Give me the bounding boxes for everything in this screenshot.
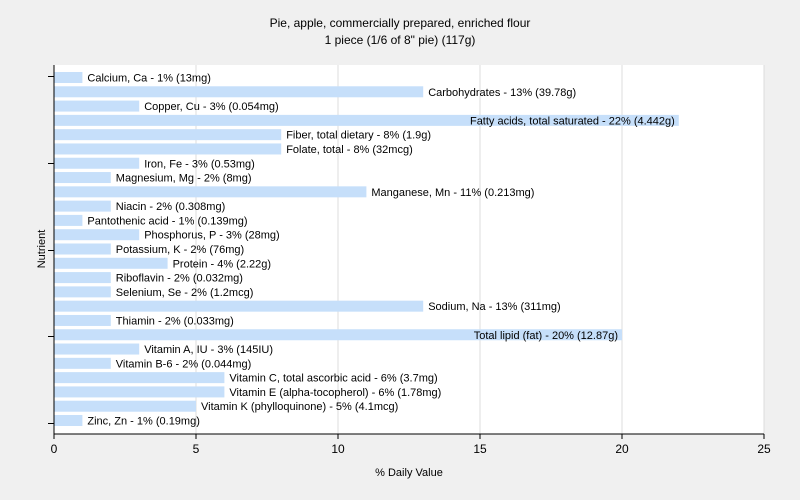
bar: [54, 114, 679, 126]
bar: [54, 329, 622, 341]
bar-label: Magnesium, Mg - 2% (8mg): [116, 173, 252, 185]
x-tick-label: 10: [331, 442, 345, 456]
bar: [54, 200, 111, 212]
bar-label: Total lipid (fat) - 20% (12.87g): [474, 330, 618, 342]
bar: [54, 214, 83, 226]
bar: [54, 72, 83, 83]
x-tick-label: 20: [615, 442, 629, 456]
bar-label: Zinc, Zn - 1% (0.19mg): [87, 416, 199, 428]
bar: [54, 100, 140, 112]
bar-label: Protein - 4% (2.22g): [173, 258, 271, 270]
bar-label: Niacin - 2% (0.308mg): [116, 201, 225, 213]
bar: [54, 157, 140, 169]
bar-label: Manganese, Mn - 11% (0.213mg): [371, 187, 534, 199]
x-tick-label: 0: [51, 442, 58, 456]
bar: [54, 314, 111, 326]
bar-label: Pantothenic acid - 1% (0.139mg): [87, 215, 247, 227]
bar-label: Thiamin - 2% (0.033mg): [116, 315, 234, 327]
bar-label: Riboflavin - 2% (0.032mg): [116, 273, 243, 285]
bar-label: Copper, Cu - 3% (0.054mg): [144, 101, 279, 113]
bar-label: Carbohydrates - 13% (39.78g): [428, 87, 576, 99]
chart-subtitle: 1 piece (1/6 of 8" pie) (117g): [325, 33, 476, 47]
bar: [54, 372, 225, 384]
bar-label: Iron, Fe - 3% (0.53mg): [144, 158, 255, 170]
x-tick-label: 5: [193, 442, 200, 456]
bar: [54, 357, 111, 369]
bar-label: Phosphorus, P - 3% (28mg): [144, 230, 280, 242]
x-tick-label: 25: [757, 442, 771, 456]
bar-label: Vitamin E (alpha-tocopherol) - 6% (1.78m…: [229, 387, 441, 399]
axes: [53, 65, 764, 435]
x-axis-label: % Daily Value: [375, 467, 443, 479]
y-ticks: [48, 76, 54, 424]
bar: [54, 386, 225, 398]
bar-label: Vitamin B-6 - 2% (0.044mg): [116, 358, 252, 370]
bar-label: Vitamin A, IU - 3% (145IU): [144, 344, 273, 356]
chart-title: Pie, apple, commercially prepared, enric…: [270, 16, 531, 30]
bar: [54, 286, 111, 298]
bar-label: Vitamin C, total ascorbic acid - 6% (3.7…: [229, 373, 437, 385]
bar-label: Sodium, Na - 13% (311mg): [428, 301, 560, 313]
bar: [54, 272, 111, 284]
x-ticks: 0 5 10 15 20 25: [51, 434, 771, 456]
bar: [54, 257, 168, 269]
bar-label: Vitamin K (phylloquinone) - 5% (4.1mcg): [201, 401, 398, 413]
bar: [54, 186, 367, 198]
bar: [54, 300, 424, 312]
bar: [54, 129, 282, 141]
bar-label: Fatty acids, total saturated - 22% (4.44…: [470, 115, 675, 127]
bar-label: Selenium, Se - 2% (1.2mcg): [116, 287, 254, 299]
bar: [54, 229, 140, 241]
bar: [54, 86, 424, 98]
bars: [54, 72, 679, 426]
bar-label: Potassium, K - 2% (76mg): [116, 244, 244, 256]
bar-label: Fiber, total dietary - 8% (1.9g): [286, 130, 431, 142]
bar: [54, 400, 196, 412]
bar-label: Folate, total - 8% (32mcg): [286, 144, 413, 156]
bar: [54, 415, 83, 426]
y-axis-label: Nutrient: [36, 230, 48, 269]
bar-label: Calcium, Ca - 1% (13mg): [87, 73, 210, 85]
bar: [54, 343, 140, 355]
x-tick-label: 15: [473, 442, 487, 456]
bar-labels: Calcium, Ca - 1% (13mg) Carbohydrates - 1…: [87, 73, 674, 428]
bar: [54, 143, 282, 155]
bar: [54, 243, 111, 255]
bar: [54, 172, 111, 184]
